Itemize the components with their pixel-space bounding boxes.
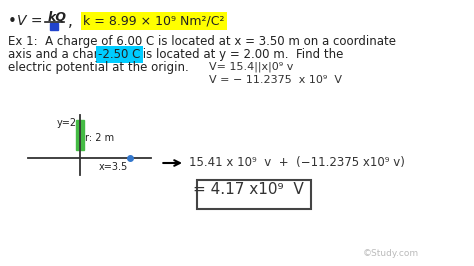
Bar xyxy=(50,23,58,30)
Text: V = − 11.2375  x 10⁹  V: V = − 11.2375 x 10⁹ V xyxy=(210,75,342,85)
Text: k = 8.99 × 10⁹ Nm²/C²: k = 8.99 × 10⁹ Nm²/C² xyxy=(83,14,225,27)
Text: y=2: y=2 xyxy=(56,118,77,128)
Text: Ex 1:  A charge of 6.00 C is located at x = 3.50 m on a coordinate: Ex 1: A charge of 6.00 C is located at x… xyxy=(8,35,395,48)
Text: r: 2 m: r: 2 m xyxy=(85,133,114,143)
Bar xyxy=(76,120,84,150)
Text: = 4.17 x10⁹  V: = 4.17 x10⁹ V xyxy=(193,182,304,197)
Text: x=3.5: x=3.5 xyxy=(99,162,128,172)
Text: is located at y = 2.00 m.  Find the: is located at y = 2.00 m. Find the xyxy=(139,48,343,61)
Text: V= 15.4||x|0⁹ v: V= 15.4||x|0⁹ v xyxy=(210,61,294,72)
Text: 15.41 x 10⁹  v  +  (−11.2375 x10⁹ v): 15.41 x 10⁹ v + (−11.2375 x10⁹ v) xyxy=(189,156,404,169)
Text: axis and a charge of: axis and a charge of xyxy=(8,48,131,61)
Text: V =: V = xyxy=(17,14,43,28)
Text: ©Study.com: ©Study.com xyxy=(363,249,419,258)
Text: -2.50 C: -2.50 C xyxy=(98,48,140,61)
Text: •: • xyxy=(8,14,17,29)
Text: electric potential at the origin.: electric potential at the origin. xyxy=(8,61,188,74)
Text: ,: , xyxy=(68,14,73,29)
Text: kQ: kQ xyxy=(47,10,66,23)
